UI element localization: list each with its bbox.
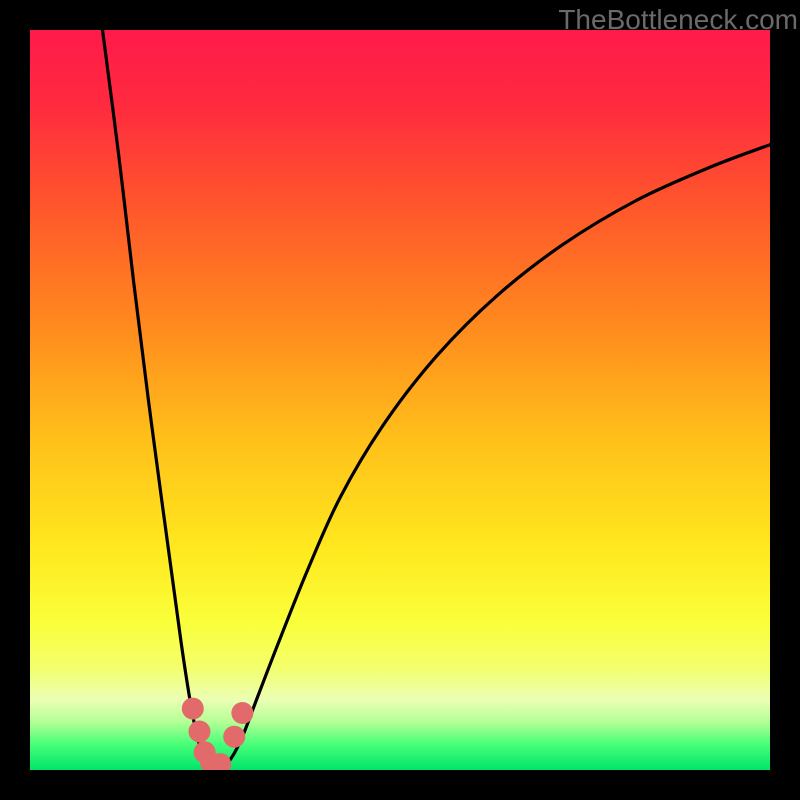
data-marker (231, 702, 253, 724)
data-marker (223, 726, 245, 748)
watermark-text: TheBottleneck.com (558, 4, 798, 36)
data-marker (182, 698, 204, 720)
bottleneck-chart (0, 0, 800, 800)
data-marker (188, 721, 210, 743)
